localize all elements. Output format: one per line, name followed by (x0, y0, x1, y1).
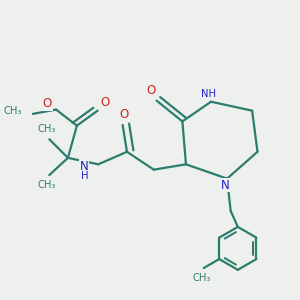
Text: O: O (101, 96, 110, 109)
Text: CH₃: CH₃ (3, 106, 21, 116)
Text: N: N (221, 178, 230, 191)
Text: N: N (80, 160, 88, 172)
Text: CH₃: CH₃ (37, 180, 56, 190)
Text: O: O (147, 84, 156, 97)
Text: O: O (43, 97, 52, 110)
Text: NH: NH (201, 89, 216, 99)
Text: CH₃: CH₃ (37, 124, 56, 134)
Text: H: H (81, 171, 88, 181)
Text: CH₃: CH₃ (193, 273, 211, 283)
Text: O: O (120, 109, 129, 122)
